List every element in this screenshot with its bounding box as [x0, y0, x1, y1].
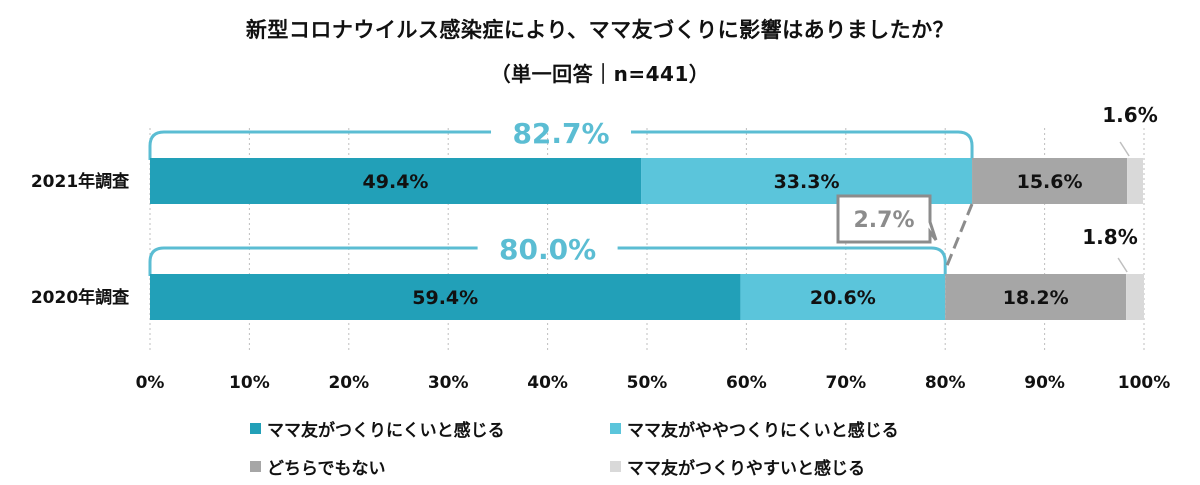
x-tick-label: 80% [925, 373, 966, 393]
bar-segment [972, 158, 1128, 204]
data-label: 59.4% [412, 287, 478, 309]
x-tick-label: 40% [527, 373, 568, 393]
x-tick-label: 60% [726, 373, 767, 393]
data-label: 18.2% [1003, 287, 1069, 309]
legend-swatch-series4 [610, 461, 621, 472]
total-bracket [148, 130, 974, 160]
legend-label-series3: どちらでもない [267, 459, 386, 479]
bracket-label: 80.0% [499, 233, 596, 266]
x-tick-label: 0% [136, 373, 165, 393]
legend-item-series4: ママ友がつくりやすいと感じる [610, 454, 865, 479]
data-label: 33.3% [774, 171, 840, 193]
legend-swatch-series1 [250, 423, 261, 434]
total-bracket [148, 246, 947, 276]
difference-callout [836, 194, 938, 244]
x-tick-label: 90% [1024, 373, 1065, 393]
legend-item-series1: ママ友がつくりにくいと感じる [250, 416, 505, 441]
x-tick-label: 10% [229, 373, 270, 393]
legend-label-series1: ママ友がつくりにくいと感じる [267, 421, 505, 441]
bar-segment [150, 274, 741, 320]
chart-subtitle: （単一回答｜n=441） [490, 62, 710, 86]
legend-label-series4: ママ友がつくりやすいと感じる [627, 459, 865, 479]
x-tick-label: 50% [627, 373, 668, 393]
x-tick-label: 20% [328, 373, 369, 393]
difference-connector [943, 203, 974, 271]
x-tick-label: 30% [428, 373, 469, 393]
data-label: 1.8% [1082, 225, 1137, 249]
leader-line [1119, 141, 1130, 157]
bracket-label: 82.7% [512, 117, 609, 150]
legend-label-series2: ママ友がややつくりにくいと感じる [627, 421, 899, 441]
data-label: 49.4% [363, 171, 429, 193]
legend-swatch-series2 [610, 423, 621, 434]
leader-line [1117, 257, 1128, 273]
legend-item-series2: ママ友がややつくりにくいと感じる [610, 416, 899, 441]
data-label: 15.6% [1017, 171, 1083, 193]
legend-swatch-series3 [250, 461, 261, 472]
bar-segment [150, 158, 642, 204]
chart-title: 新型コロナウイルス感染症により、ママ友づくりに影響はありましたか？ [245, 18, 955, 42]
x-tick-label: 100% [1118, 373, 1171, 393]
data-label: 20.6% [810, 287, 876, 309]
callout-label: 2.7% [853, 208, 914, 233]
bar-segment [740, 274, 946, 320]
legend-item-series3: どちらでもない [250, 454, 386, 479]
x-tick-label: 70% [825, 373, 866, 393]
category-label: 2020年調査 [31, 287, 130, 308]
bar-segment [945, 274, 1127, 320]
bar-segment [1127, 158, 1144, 204]
bar-segment [1126, 274, 1144, 320]
data-label: 1.6% [1102, 103, 1157, 127]
category-label: 2021年調査 [31, 171, 130, 192]
